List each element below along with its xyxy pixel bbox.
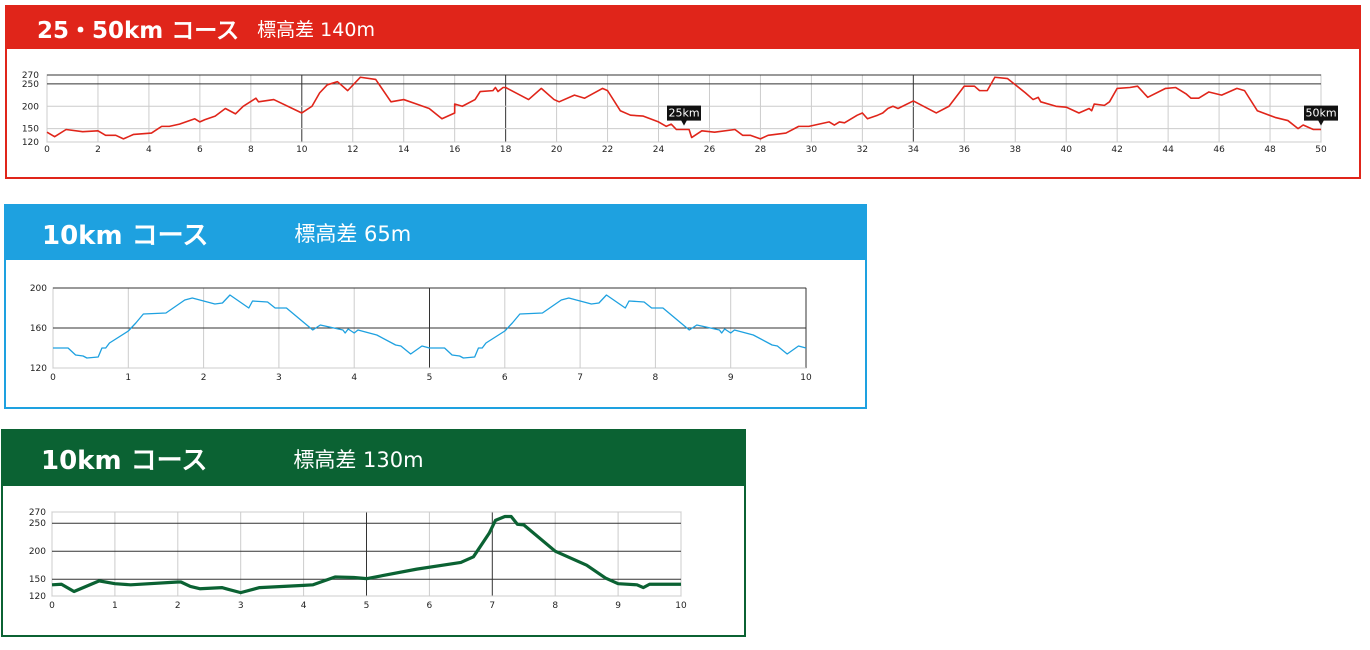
x-tick-label: 32 (857, 145, 868, 155)
elevation-difference: 標高差 140m (257, 18, 375, 41)
course-panel-10km-green: 10km コース 標高差 130m (1, 429, 746, 637)
x-tick-label: 3 (276, 373, 282, 383)
x-tick-label: 8 (653, 373, 659, 383)
elevation-line (53, 294, 807, 359)
x-tick-label: 7 (577, 373, 583, 383)
x-tick-label: 1 (112, 601, 118, 611)
elevation-line (51, 514, 681, 595)
distance-marker: 50km (1304, 105, 1338, 126)
course-header: 25・50km コース 標高差 140m (7, 7, 1359, 49)
x-tick-label: 14 (398, 145, 410, 155)
x-tick-label: 26 (704, 145, 716, 155)
y-tick-label: 120 (22, 138, 39, 148)
marker-label: 25km (668, 107, 699, 120)
x-tick-label: 10 (800, 373, 812, 383)
elevation-difference: 標高差 65m (294, 222, 412, 246)
x-tick-label: 40 (1060, 145, 1072, 155)
marker-box (1304, 105, 1338, 121)
course-title: 10km コース (41, 446, 208, 476)
marker-box (667, 105, 701, 121)
x-tick-label: 4 (146, 145, 152, 155)
course-header: 10km コース 標高差 65m (6, 206, 865, 260)
x-tick-label: 28 (755, 145, 767, 155)
x-tick-label: 9 (615, 601, 621, 611)
marker-pointer (681, 120, 687, 126)
x-tick-label: 12 (347, 145, 358, 155)
marker-label: 50km (1305, 107, 1336, 120)
y-tick-label: 250 (22, 80, 39, 90)
x-tick-label: 38 (1010, 145, 1022, 155)
x-tick-label: 36 (959, 145, 971, 155)
y-tick-label: 270 (22, 71, 39, 81)
x-tick-label: 3 (238, 601, 244, 611)
x-tick-label: 10 (296, 145, 308, 155)
x-tick-label: 0 (50, 373, 56, 383)
x-tick-label: 18 (500, 145, 512, 155)
x-tick-label: 48 (1264, 145, 1276, 155)
x-tick-label: 24 (653, 145, 665, 155)
x-tick-label: 8 (552, 601, 558, 611)
x-tick-label: 16 (449, 145, 461, 155)
x-tick-label: 1 (125, 373, 131, 383)
chart-1: 0 2 4 6 8 10 12 14 16 18 20 22 24 26 28 30 32 34 36 38 40 42 4… (22, 71, 1338, 155)
course-panel-10km-blue: 10km コース 標高差 65m (4, 204, 867, 409)
x-tick-label: 10 (675, 601, 687, 611)
y-tick-label: 120 (29, 592, 46, 602)
x-tick-label: 20 (551, 145, 563, 155)
elevation-line (46, 76, 1321, 140)
y-tick-label: 270 (29, 508, 46, 518)
x-tick-label: 22 (602, 145, 613, 155)
x-tick-label: 6 (197, 145, 203, 155)
course-title: 10km コース (42, 220, 209, 251)
course-header: 10km コース 標高差 130m (3, 431, 744, 486)
x-tick-label: 4 (301, 601, 307, 611)
x-tick-label: 30 (806, 145, 818, 155)
y-tick-label: 150 (22, 125, 39, 135)
x-tick-label: 4 (351, 373, 357, 383)
x-tick-label: 8 (248, 145, 254, 155)
elevation-difference: 標高差 130m (293, 447, 424, 472)
distance-marker: 25km (667, 105, 701, 126)
y-tick-label: 120 (30, 364, 47, 374)
x-tick-label: 42 (1111, 145, 1122, 155)
x-tick-label: 50 (1315, 145, 1327, 155)
y-tick-label: 160 (30, 324, 47, 334)
x-tick-label: 0 (44, 145, 50, 155)
x-tick-label: 5 (364, 601, 370, 611)
x-tick-label: 6 (502, 373, 508, 383)
x-tick-label: 34 (908, 145, 920, 155)
x-tick-label: 44 (1162, 145, 1174, 155)
marker-pointer (1318, 120, 1324, 126)
chart-2: 0 1 2 3 4 5 6 7 8 9 10 120 160 200 (30, 284, 812, 383)
x-tick-label: 2 (201, 373, 207, 383)
x-tick-label: 5 (427, 373, 433, 383)
course-title: 25・50km コース (37, 18, 240, 44)
course-panel-25-50km: 25・50km コース 標高差 140m (5, 5, 1361, 179)
x-tick-label: 2 (175, 601, 181, 611)
y-tick-label: 200 (30, 284, 47, 294)
x-tick-label: 6 (427, 601, 433, 611)
x-tick-label: 2 (95, 145, 101, 155)
x-tick-label: 46 (1213, 145, 1225, 155)
y-tick-label: 200 (22, 102, 39, 112)
y-tick-label: 200 (29, 547, 46, 557)
y-tick-label: 150 (29, 575, 46, 585)
y-tick-label: 250 (29, 519, 46, 529)
x-tick-label: 0 (49, 601, 55, 611)
x-tick-label: 7 (489, 601, 495, 611)
x-tick-label: 9 (728, 373, 734, 383)
